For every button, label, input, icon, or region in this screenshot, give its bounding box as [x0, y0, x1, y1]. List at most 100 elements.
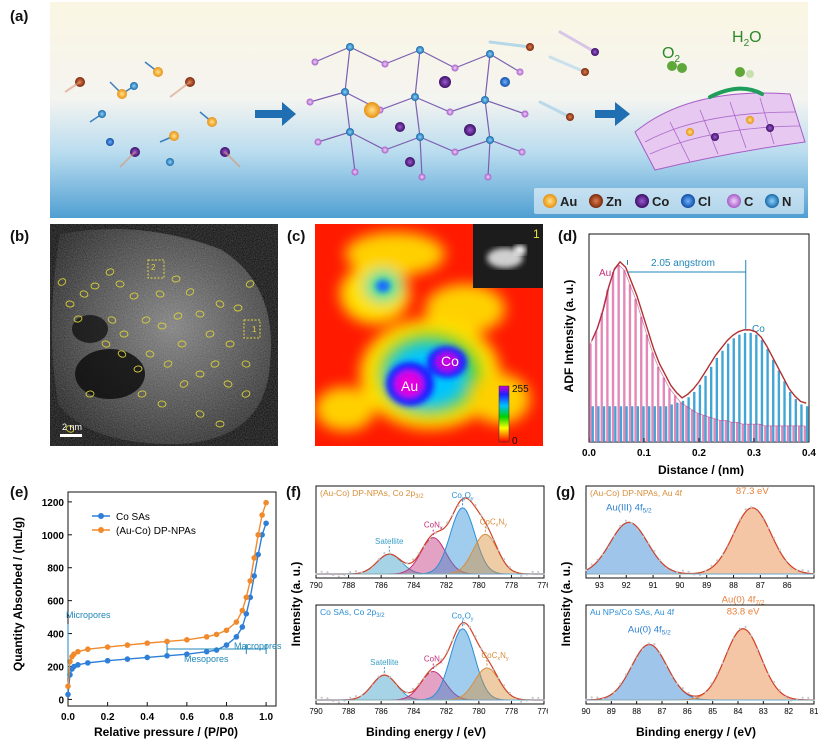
g-top-xtick-label: 91 [649, 581, 658, 590]
d-bar-au [628, 284, 632, 442]
g-bottom-frame [585, 604, 815, 705]
f-bottom-data-point [411, 687, 414, 690]
f-top-peak-label: CoxOy [452, 491, 474, 502]
g-bottom-xtick-label: 87 [658, 707, 667, 716]
d-ylabel: ADF Intensity (a. u.) [562, 280, 576, 393]
f-bottom-data-point [451, 638, 454, 642]
atom-marker [65, 425, 75, 433]
d-bar-co [687, 397, 690, 442]
g-top-peak-label: Au(III) 4f5/2 [606, 502, 652, 514]
e-point [104, 644, 111, 650]
f-bottom-data-point [474, 635, 477, 638]
f-top-data-point [417, 552, 420, 555]
g-bottom-data-point [721, 662, 724, 665]
g-bottom-xtick-label: 83 [759, 707, 768, 716]
adf-intensity-chart: ADF Intensity (a. u.) Distance / (nm) 2.… [562, 233, 816, 476]
g-top-peak-fill [586, 507, 814, 574]
d-bar-au [798, 425, 801, 442]
co2p-xps-chart: Intensity (a. u.) Binding energy / (eV) … [289, 485, 548, 739]
g-top-data-point [641, 535, 645, 538]
d-bar-au [803, 425, 807, 442]
d-bar-co [693, 391, 696, 442]
f-bottom-xtick-label: 786 [374, 707, 388, 716]
haadf-stem-image: 2 1 2 nm [50, 224, 278, 446]
inset-label: 1 [533, 227, 540, 241]
g-bottom-data-point [681, 687, 684, 690]
d-bar-co [614, 406, 617, 442]
f-bottom-xtick-label: 784 [407, 707, 421, 716]
g-bottom-xtick-label: 81 [810, 707, 818, 716]
g-top-peak-label: Au(III) 4f7/2 [730, 484, 776, 486]
g-bottom-data-point [613, 691, 616, 694]
d-bar-au [623, 270, 626, 442]
g-top-data-point [761, 518, 764, 521]
atom-marker [215, 300, 225, 308]
f-top-peak-fill [316, 554, 544, 574]
g-top-data-point [733, 532, 736, 536]
d-bar-au [640, 316, 643, 442]
e-point [251, 555, 258, 561]
legend-ball-cl [681, 194, 695, 208]
d-bar-au [679, 402, 682, 442]
f-bottom-data-point [371, 684, 375, 687]
d-bar-co [659, 406, 662, 442]
atom-marker [145, 350, 155, 358]
isotherm-chart: Quantity Absorbed / (mL/g) Relative pres… [11, 491, 282, 739]
f-top-data-point [485, 526, 489, 529]
atom-marker [171, 275, 181, 283]
g-top-data-point [721, 553, 724, 557]
f-top-data-point [474, 503, 477, 507]
f-top-data-point [440, 526, 443, 530]
panel-c-label: (c) [287, 228, 306, 245]
g-bottom-data-point [710, 682, 713, 685]
f-bottom-data-point [354, 694, 357, 698]
e-point [251, 573, 258, 579]
d-bar-co [800, 404, 803, 442]
svg-text:2: 2 [151, 263, 156, 272]
g-bottom-data-point [801, 696, 804, 699]
d-bar-co [715, 357, 719, 442]
atom-marker [85, 390, 95, 398]
f-bottom-data-point [491, 668, 494, 672]
au4f-xps-chart: Intensity (a. u.) Binding energy / (eV) … [559, 484, 818, 739]
f-top-data-point [360, 571, 363, 574]
legend-ball-au [543, 194, 557, 208]
d-bar-co [653, 406, 656, 442]
legend-label-n: N [782, 194, 791, 209]
d-bar-au [634, 298, 637, 442]
g-bottom-peak-fill [586, 644, 814, 700]
g-ylabel: Intensity (a. u.) [559, 562, 573, 647]
f-top-xtick-label: 780 [472, 581, 486, 590]
g-xlabel: Binding energy / (eV) [636, 725, 756, 739]
f-bottom-xtick-label: 776 [537, 707, 548, 716]
d-bar-au [786, 425, 790, 442]
g-bottom-data-point [755, 648, 759, 651]
e-xlabel: Relative pressure / (P/P0) [94, 725, 238, 739]
e-point [164, 638, 170, 645]
g-bottom-xtick-label: 84 [734, 707, 743, 716]
d-bar-co [664, 406, 668, 442]
g-bottom-data-point [778, 689, 781, 692]
g-top-data-point [659, 559, 662, 562]
d-bar-co [777, 370, 781, 442]
co-atom-label: Co [441, 353, 459, 369]
f-top-data-point [531, 570, 534, 574]
g-bottom-data-point [693, 696, 696, 699]
d-bar-co [794, 399, 797, 442]
g-bottom-data-point [750, 634, 753, 637]
g-bottom-data-point [653, 643, 656, 646]
f-bottom-data-point [337, 701, 340, 704]
d-xtick-label: 0.1 [637, 448, 651, 459]
g-bottom-peak-value: 83.8 eV [727, 607, 760, 618]
g-bottom-xtick-label: 88 [632, 707, 641, 716]
g-bottom-data-point [670, 675, 673, 678]
f-bottom-xtick-label: 790 [309, 707, 323, 716]
e-point [75, 662, 81, 668]
d-bar-au [594, 331, 598, 442]
legend-ball-n [765, 194, 779, 208]
d-bar-au [645, 334, 649, 442]
d-bar-co [766, 348, 769, 442]
d-bar-au [752, 424, 756, 442]
g-top-data-point [795, 569, 798, 572]
g-bottom-peak-label: Au(0) 4f5/2 [628, 624, 671, 636]
